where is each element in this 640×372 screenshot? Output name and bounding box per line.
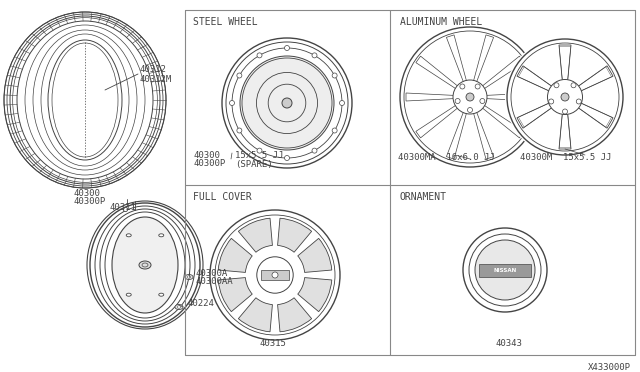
Bar (479, 263, 531, 276)
Ellipse shape (13, 18, 157, 182)
Circle shape (547, 80, 582, 115)
Circle shape (208, 208, 342, 342)
Ellipse shape (126, 234, 131, 237)
Ellipse shape (175, 305, 183, 310)
Circle shape (398, 25, 542, 169)
Ellipse shape (159, 293, 164, 296)
Circle shape (257, 148, 262, 153)
Text: ALUMINUM WHEEL: ALUMINUM WHEEL (400, 17, 483, 27)
Circle shape (221, 37, 353, 169)
Circle shape (571, 83, 576, 88)
Ellipse shape (126, 293, 131, 296)
Circle shape (505, 37, 625, 157)
Circle shape (475, 84, 480, 89)
Text: 40300: 40300 (73, 189, 100, 198)
Ellipse shape (159, 234, 164, 237)
Wedge shape (218, 238, 252, 272)
Wedge shape (298, 238, 332, 272)
Circle shape (285, 45, 289, 51)
Text: 40300A: 40300A (195, 269, 227, 278)
Circle shape (282, 98, 292, 108)
Text: 40300MA  16x6.0 JJ: 40300MA 16x6.0 JJ (398, 153, 495, 161)
Text: 15x5.5 JJ: 15x5.5 JJ (235, 151, 284, 160)
Text: FULL COVER: FULL COVER (193, 192, 252, 202)
Text: 40300: 40300 (193, 151, 220, 160)
Circle shape (455, 99, 460, 103)
Text: STEEL WHEEL: STEEL WHEEL (193, 17, 258, 27)
Wedge shape (238, 298, 273, 332)
Wedge shape (218, 278, 252, 312)
Text: 40300P: 40300P (73, 198, 105, 206)
Text: 40311: 40311 (110, 202, 137, 212)
Circle shape (285, 155, 289, 160)
Text: 40300AA: 40300AA (195, 276, 232, 285)
Circle shape (453, 80, 487, 114)
Circle shape (576, 99, 581, 104)
Circle shape (230, 100, 234, 106)
Text: 40312: 40312 (140, 65, 167, 74)
Circle shape (257, 257, 293, 293)
Ellipse shape (139, 261, 151, 269)
Wedge shape (278, 298, 312, 332)
Circle shape (339, 100, 344, 106)
Circle shape (312, 148, 317, 153)
Bar (261, 270, 289, 279)
Text: 40300P: 40300P (193, 160, 225, 169)
Circle shape (480, 99, 485, 103)
Circle shape (257, 53, 262, 58)
Circle shape (237, 73, 242, 78)
Circle shape (548, 99, 554, 104)
Ellipse shape (48, 40, 122, 160)
Circle shape (312, 53, 317, 58)
Circle shape (332, 128, 337, 133)
Wedge shape (238, 218, 273, 252)
Text: 40224: 40224 (187, 298, 214, 308)
Ellipse shape (185, 275, 193, 279)
Circle shape (475, 240, 535, 300)
Circle shape (272, 272, 278, 278)
Circle shape (237, 128, 242, 133)
Circle shape (561, 93, 569, 101)
Circle shape (554, 83, 559, 88)
Ellipse shape (112, 217, 178, 313)
Text: NISSAN: NISSAN (493, 267, 516, 273)
Text: 40343: 40343 (495, 339, 522, 347)
Text: 40315: 40315 (260, 339, 287, 347)
Text: ORNAMENT: ORNAMENT (400, 192, 447, 202)
Circle shape (563, 109, 568, 114)
Text: 40300M  15x5.5 JJ: 40300M 15x5.5 JJ (520, 153, 611, 161)
Circle shape (240, 56, 334, 150)
Circle shape (467, 108, 472, 112)
Text: (SPARE): (SPARE) (235, 160, 273, 169)
Wedge shape (298, 278, 332, 312)
Circle shape (332, 73, 337, 78)
Circle shape (460, 84, 465, 89)
Circle shape (466, 93, 474, 101)
Text: X433000P: X433000P (588, 362, 631, 372)
Text: 40312M: 40312M (140, 74, 172, 83)
Wedge shape (278, 218, 312, 252)
Ellipse shape (86, 199, 204, 331)
Circle shape (461, 226, 549, 314)
